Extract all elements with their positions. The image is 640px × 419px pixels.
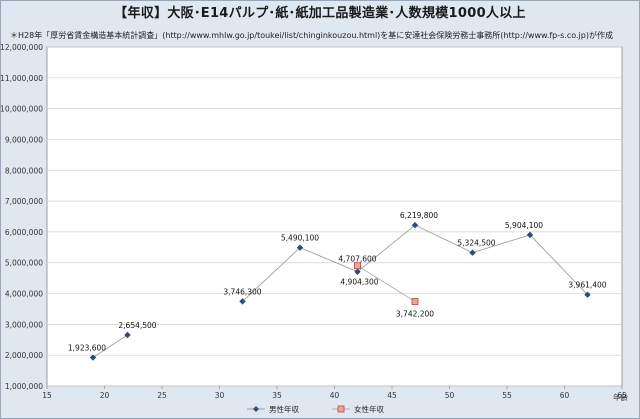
data-label: 5,324,500 bbox=[457, 239, 495, 248]
male-data-point bbox=[469, 249, 476, 256]
male-data-point bbox=[584, 291, 591, 298]
x-tick-label: 55 bbox=[502, 391, 512, 400]
data-label: 3,742,200 bbox=[396, 309, 434, 318]
y-tick-label: 9,000,000 bbox=[5, 135, 43, 144]
x-tick-label: 20 bbox=[100, 391, 110, 400]
plot-area bbox=[46, 46, 623, 387]
series-layer bbox=[89, 221, 591, 361]
male-series-line bbox=[92, 334, 128, 358]
legend-marker-male bbox=[253, 406, 259, 412]
data-label: 3,746,300 bbox=[223, 287, 261, 296]
x-tick-label: 25 bbox=[157, 391, 167, 400]
legend-label-female: 女性年収 bbox=[354, 404, 384, 414]
x-tick-label: 30 bbox=[215, 391, 225, 400]
y-tick-label: 2,000,000 bbox=[5, 351, 43, 360]
x-tick-label: 45 bbox=[387, 391, 397, 400]
axes: 1,000,000 2,000,000 3,000,000 4,000,000 5,00… bbox=[0, 43, 628, 402]
gridlines bbox=[47, 46, 622, 387]
y-tick-label: 8,000,000 bbox=[5, 166, 43, 175]
y-tick-label: 6,000,000 bbox=[5, 228, 43, 237]
data-label: 3,961,400 bbox=[568, 281, 606, 290]
data-label: 6,219,800 bbox=[400, 211, 438, 220]
female-data-point bbox=[354, 262, 361, 270]
chart-subtitle: ＊H28年「厚労省賃金構造基本統計調査」(http://www.mhlw.go.… bbox=[10, 31, 613, 40]
male-data-point bbox=[526, 231, 534, 239]
data-label: 5,904,100 bbox=[505, 221, 543, 230]
male-data-point bbox=[89, 354, 97, 361]
y-tick-label: 10,000,000 bbox=[0, 105, 43, 114]
y-tick-label: 12,000,000 bbox=[0, 43, 43, 52]
data-label: 4,707,600 bbox=[338, 255, 376, 264]
female-series-line bbox=[357, 265, 416, 302]
legend-marker-female bbox=[337, 405, 345, 413]
y-tick-label: 7,000,000 bbox=[5, 197, 43, 206]
x-tick-label: 65 bbox=[617, 391, 627, 400]
x-tick-label: 40 bbox=[330, 391, 340, 400]
x-axis-label: 年齢 bbox=[613, 392, 628, 402]
male-data-point bbox=[296, 244, 304, 251]
x-tick-label: 60 bbox=[560, 391, 570, 400]
legend-label-male: 男性年収 bbox=[269, 404, 299, 414]
y-tick-label: 3,000,000 bbox=[5, 320, 43, 329]
y-tick-label: 4,000,000 bbox=[5, 290, 43, 299]
y-tick-label: 5,000,000 bbox=[5, 259, 43, 268]
data-label: 1,923,600 bbox=[68, 344, 106, 353]
male-data-point bbox=[239, 298, 246, 305]
x-tick-label: 15 bbox=[42, 391, 52, 400]
male-data-point bbox=[124, 331, 131, 339]
y-tick-label: 11,000,000 bbox=[0, 74, 43, 83]
x-tick-label: 35 bbox=[272, 391, 282, 400]
male-data-point bbox=[354, 268, 361, 275]
data-labels: 1,923,600 2,654,500 3,746,300 5,490,100 4,70… bbox=[68, 211, 607, 352]
chart-title: 【年収】大阪･E14パルプ･紙･紙加工品製造業･人数規模1000人以上 bbox=[114, 6, 526, 21]
female-data-point bbox=[411, 298, 419, 305]
data-label: 4,904,300 bbox=[340, 278, 378, 287]
male-data-point bbox=[411, 221, 419, 229]
data-label: 5,490,100 bbox=[281, 234, 319, 243]
data-label: 2,654,500 bbox=[118, 321, 156, 330]
x-tick-label: 50 bbox=[445, 391, 455, 400]
y-tick-label: 1,000,000 bbox=[5, 382, 43, 391]
legend: 男性年収 女性年収 bbox=[247, 404, 384, 414]
